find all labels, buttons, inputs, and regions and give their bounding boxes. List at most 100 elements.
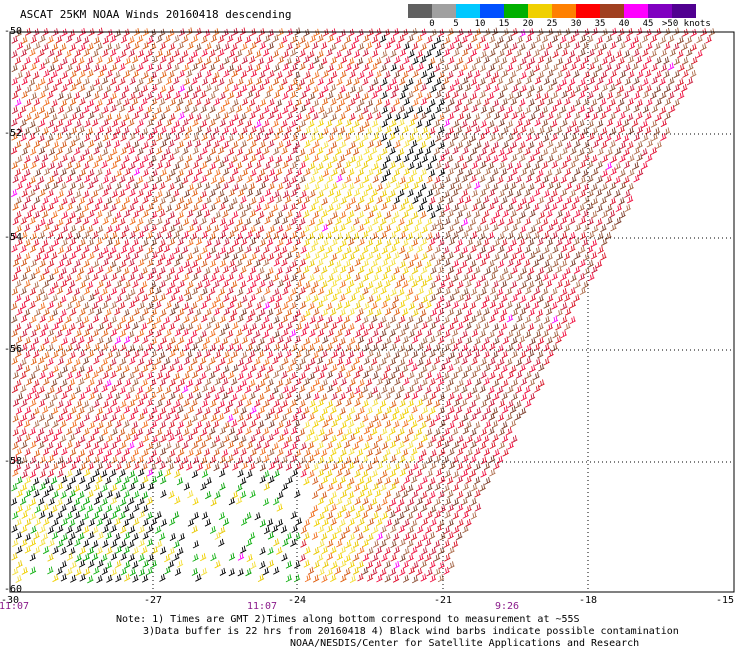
wind-barb: [285, 377, 292, 386]
wind-barb: [299, 230, 306, 239]
wind-barb: [322, 335, 329, 344]
wind-barb: [669, 48, 676, 57]
wind-barb: [411, 405, 418, 414]
wind-barb: [372, 217, 379, 226]
wind-barb: [381, 427, 388, 436]
wind-barb: [187, 392, 194, 401]
wind-barb: [150, 308, 158, 317]
wind-barb: [273, 301, 281, 310]
wind-barb: [339, 308, 346, 317]
wind-barb: [340, 196, 347, 205]
wind-barb: [129, 288, 136, 297]
wind-barb: [362, 77, 369, 86]
wind-barb: [592, 224, 599, 233]
wind-barb: [191, 188, 198, 197]
wind-barb: [623, 104, 631, 113]
wind-barb: [344, 160, 351, 169]
wind-barb: [375, 447, 382, 456]
wind-barb: [457, 196, 465, 205]
wind-barb: [119, 511, 126, 520]
wind-barb: [502, 448, 509, 457]
wind-barb: [551, 189, 558, 198]
wind-barb: [201, 146, 208, 155]
wind-barb: [253, 245, 261, 254]
wind-barb: [545, 307, 553, 316]
wind-barb: [466, 97, 473, 106]
wind-barb: [102, 216, 109, 225]
wind-barb: [579, 34, 587, 43]
wind-barb: [331, 182, 338, 191]
wind-barb: [101, 357, 108, 366]
wind-barb: [347, 462, 355, 471]
wind-barb: [227, 273, 234, 282]
wind-barb: [142, 71, 149, 80]
wind-barb: [246, 230, 253, 239]
wind-barb: [528, 183, 535, 192]
wind-barb: [372, 273, 379, 282]
wind-barb: [128, 399, 136, 408]
wind-barb: [273, 190, 280, 199]
wind-barb: [496, 288, 504, 297]
wind-barb: [335, 147, 342, 156]
wind-barb: [381, 497, 388, 506]
wind-barb: [407, 34, 414, 43]
wind-barb: [479, 258, 487, 267]
wind-barb: [277, 491, 284, 500]
wind-barb: [38, 413, 46, 422]
wind-barb: [502, 252, 509, 261]
wind-barb: [312, 99, 320, 108]
wind-barb: [254, 231, 261, 240]
wind-barb: [228, 105, 235, 114]
wind-barb: [124, 57, 132, 66]
wind-barb: [457, 280, 464, 289]
wind-barb: [362, 455, 369, 464]
wind-barb: [573, 41, 581, 50]
wind-barb: [11, 50, 18, 59]
wind-barb: [201, 35, 208, 44]
wind-barb: [286, 154, 293, 163]
wind-barb: [11, 161, 18, 170]
wind-barb: [182, 146, 189, 155]
wind-barb: [474, 476, 481, 485]
wind-barb: [410, 475, 418, 484]
wind-barb: [284, 195, 292, 204]
wind-barb: [255, 286, 262, 295]
wind-barb: [142, 448, 149, 457]
wind-barb: [456, 210, 463, 219]
wind-barb: [159, 573, 166, 582]
wind-barb: [123, 350, 131, 359]
wind-barb: [266, 518, 274, 527]
wind-barb: [506, 105, 514, 114]
wind-barb: [407, 147, 414, 156]
wind-barb: [474, 83, 481, 92]
wind-barb: [465, 349, 472, 358]
wind-barb: [32, 71, 40, 80]
wind-barb: [114, 405, 121, 414]
wind-barb: [317, 258, 324, 267]
wind-barb: [111, 231, 118, 240]
wind-barb: [457, 28, 464, 37]
wind-barb: [650, 49, 657, 58]
wind-barb: [290, 358, 297, 367]
wind-barb: [430, 28, 437, 37]
wind-barb: [384, 574, 391, 583]
wind-barb: [547, 195, 554, 204]
wind-barb: [493, 363, 500, 372]
wind-barb: [534, 118, 541, 127]
wind-barb: [151, 211, 158, 220]
wind-barb: [11, 329, 18, 338]
wind-barb: [65, 274, 72, 283]
wind-barb: [525, 370, 532, 379]
wind-barb: [259, 519, 267, 528]
wind-barb: [124, 560, 131, 569]
wind-barb: [79, 43, 86, 52]
wind-barb: [489, 286, 497, 295]
wind-barb: [322, 518, 329, 527]
wind-barb: [403, 377, 410, 386]
wind-barb: [317, 273, 324, 282]
wind-barb: [285, 308, 293, 317]
wind-barb: [96, 546, 103, 555]
wind-barb: [462, 510, 469, 519]
wind-barb: [119, 357, 127, 366]
wind-barb: [420, 210, 427, 219]
